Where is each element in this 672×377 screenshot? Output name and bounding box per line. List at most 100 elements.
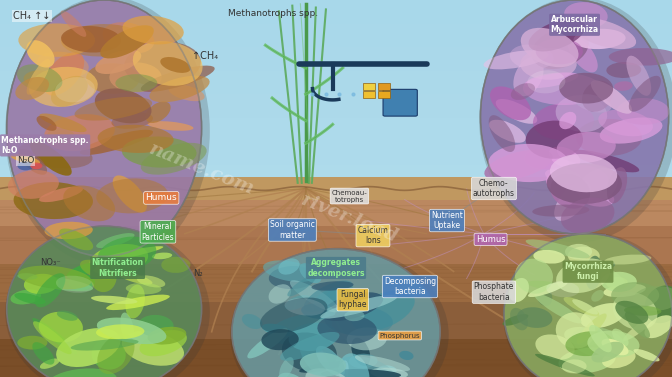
Ellipse shape [489,144,569,182]
Ellipse shape [574,261,615,277]
Ellipse shape [40,359,60,369]
Ellipse shape [32,318,77,354]
Ellipse shape [609,48,672,66]
Ellipse shape [607,167,627,204]
FancyBboxPatch shape [383,89,417,116]
Text: Humus: Humus [476,235,505,244]
Ellipse shape [17,273,38,280]
Ellipse shape [545,169,581,184]
Ellipse shape [124,42,201,86]
Ellipse shape [567,36,597,72]
Text: Humus: Humus [145,193,177,202]
Text: Fungal
hyphae: Fungal hyphae [339,290,367,310]
Ellipse shape [161,57,191,73]
Ellipse shape [290,280,339,312]
Ellipse shape [562,359,587,374]
Ellipse shape [282,333,337,372]
Ellipse shape [480,0,669,234]
Ellipse shape [484,50,548,69]
Ellipse shape [97,317,167,344]
Ellipse shape [496,99,538,124]
Ellipse shape [148,327,186,345]
Ellipse shape [611,282,659,308]
Ellipse shape [325,306,393,336]
Ellipse shape [47,128,75,144]
Ellipse shape [97,334,134,374]
Ellipse shape [263,261,317,282]
Ellipse shape [532,28,589,69]
Ellipse shape [536,286,552,306]
Ellipse shape [344,310,364,321]
Ellipse shape [314,287,354,312]
Ellipse shape [326,289,345,303]
Ellipse shape [564,297,599,316]
Text: Soil organic
matter: Soil organic matter [270,220,314,240]
Ellipse shape [524,72,579,88]
Ellipse shape [17,64,62,92]
Ellipse shape [288,323,337,351]
Ellipse shape [126,283,161,294]
Ellipse shape [260,297,327,333]
Ellipse shape [510,308,528,330]
Ellipse shape [529,19,585,52]
Ellipse shape [29,67,97,107]
Ellipse shape [277,373,311,377]
Ellipse shape [510,44,554,69]
Ellipse shape [565,244,592,259]
Ellipse shape [91,296,138,304]
Ellipse shape [80,130,153,155]
Ellipse shape [280,357,294,377]
Ellipse shape [321,369,401,377]
Ellipse shape [26,40,54,67]
Ellipse shape [106,295,170,310]
Ellipse shape [148,121,194,131]
Bar [363,91,375,98]
Bar [0,141,672,165]
Ellipse shape [503,314,528,326]
Ellipse shape [399,351,413,360]
Ellipse shape [262,323,292,336]
Bar [0,71,672,94]
Ellipse shape [33,321,72,354]
Ellipse shape [316,346,345,376]
Ellipse shape [122,16,183,44]
Bar [0,188,672,226]
Ellipse shape [11,154,40,164]
Ellipse shape [509,278,529,302]
Ellipse shape [280,332,339,361]
Ellipse shape [75,97,152,121]
Ellipse shape [91,262,117,292]
Ellipse shape [299,337,329,377]
Ellipse shape [36,116,56,131]
Text: N₂: N₂ [194,269,203,278]
Bar [378,91,390,98]
Ellipse shape [533,103,594,140]
Ellipse shape [8,170,59,199]
Ellipse shape [377,365,396,376]
Ellipse shape [571,18,636,49]
Ellipse shape [489,120,526,143]
Ellipse shape [18,149,47,175]
Ellipse shape [61,24,143,57]
Ellipse shape [525,149,563,170]
Ellipse shape [56,276,94,293]
Ellipse shape [612,329,628,346]
Ellipse shape [268,314,332,344]
Ellipse shape [126,285,145,319]
Ellipse shape [591,290,604,302]
Ellipse shape [321,295,397,319]
Ellipse shape [24,274,58,294]
Circle shape [17,161,34,170]
Ellipse shape [532,205,589,217]
Ellipse shape [604,254,651,265]
Ellipse shape [91,339,126,369]
Ellipse shape [24,70,56,86]
Ellipse shape [479,0,672,243]
Ellipse shape [269,284,291,303]
Ellipse shape [44,52,84,96]
Ellipse shape [152,253,172,259]
Ellipse shape [339,353,370,377]
Ellipse shape [602,349,636,368]
Ellipse shape [629,76,661,112]
Ellipse shape [269,266,316,289]
